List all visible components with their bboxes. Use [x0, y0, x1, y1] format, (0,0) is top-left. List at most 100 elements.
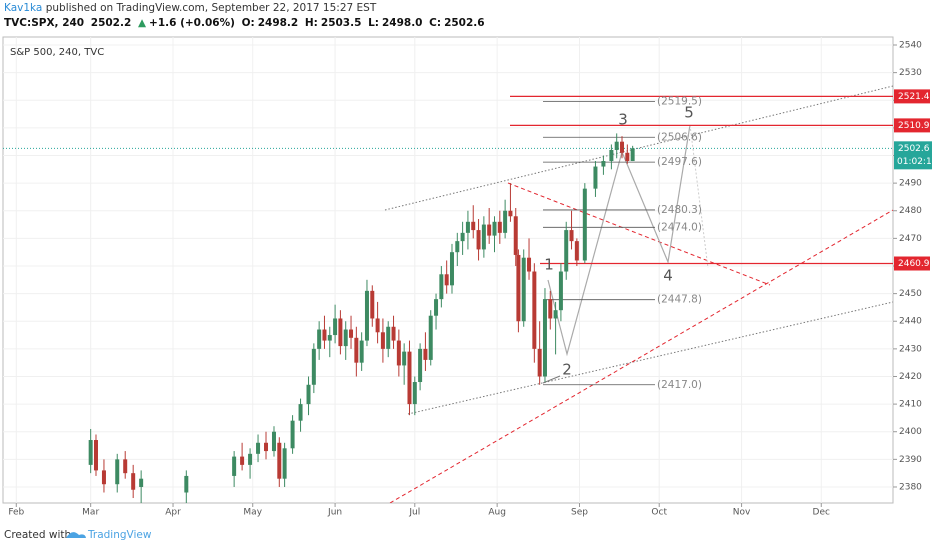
candle-body [614, 141, 619, 150]
fib-label: (2506.6) [657, 131, 702, 143]
candle-body [412, 382, 417, 405]
candle-body [232, 456, 237, 476]
candle-body [481, 224, 486, 250]
candle-body [248, 453, 253, 465]
candle-body [311, 348, 316, 385]
candle-body [290, 420, 295, 449]
ohlc-key: H: [304, 17, 318, 29]
candle-body [343, 329, 348, 347]
trend-line [389, 209, 893, 503]
candle-body [487, 224, 492, 236]
ohlc-key: O: [241, 17, 255, 29]
candle-body [184, 475, 189, 493]
candle-body [537, 348, 542, 377]
candle-body [542, 299, 547, 377]
candle-body [123, 459, 128, 474]
x-tick-label: May [243, 508, 262, 518]
y-tick-label: 2430 [899, 344, 922, 354]
x-tick-label: Sep [571, 508, 588, 518]
wave-path [689, 124, 709, 269]
x-tick-label: Aug [488, 508, 506, 518]
y-tick-label: 2400 [899, 427, 922, 437]
header-line: TVC:SPX, 240 2502.2 ▲ +1.6 (+0.06%) O: 249… [4, 17, 488, 29]
candle-body [625, 152, 630, 162]
logo [66, 532, 86, 538]
fib-label: (2417.0) [657, 379, 702, 391]
candle-body [521, 257, 526, 322]
candle-body [402, 351, 407, 366]
candle-body [449, 252, 454, 286]
candle-body [465, 221, 470, 233]
candle-body [558, 271, 563, 311]
x-tick-label: Nov [733, 508, 751, 518]
x-tick-label: Apr [165, 508, 181, 518]
fib-label: (2480.3) [657, 204, 702, 216]
y-tick-label: 2540 [899, 41, 922, 51]
price-tag-label: 2502.6 [898, 144, 930, 154]
candle-body [101, 470, 106, 485]
candle-body [338, 318, 343, 347]
fib-label: (2447.8) [657, 294, 702, 306]
legend: S&P 500, 240, TVC [10, 47, 104, 58]
y-tick-label: 2470 [899, 234, 922, 244]
candle-body [277, 442, 282, 479]
candle-body [630, 148, 635, 162]
candle-body [359, 340, 364, 363]
candle-body [271, 431, 276, 452]
candle-body [317, 329, 322, 349]
trend-line [542, 375, 561, 384]
ohlc-value: 2498.0 [381, 17, 423, 29]
x-tick-label: Jun [327, 508, 342, 518]
x-tick-label: Feb [8, 508, 24, 518]
level-tag [894, 89, 930, 104]
y-tick-label: 2490 [899, 179, 922, 189]
last: 2502.2 [90, 17, 132, 29]
candle-body [364, 290, 369, 341]
candle-body [564, 230, 569, 272]
level-tag [894, 118, 930, 133]
candle-body [574, 241, 579, 261]
candle-body [88, 440, 93, 465]
candle-body [455, 241, 460, 253]
candle-body [380, 332, 385, 349]
candle-body [115, 459, 120, 485]
fib-label: (2497.6) [657, 156, 702, 168]
x-tick-label: Jul [408, 508, 420, 518]
candle-body [593, 166, 598, 189]
wave-label: 3 [618, 111, 628, 129]
author: Kav1ka [4, 2, 43, 14]
candle-body [582, 188, 587, 261]
candle-body [256, 442, 261, 454]
candle-body [434, 299, 439, 316]
level-tag-label: 2460.9 [898, 259, 930, 269]
y-tick-label: 2420 [899, 372, 922, 382]
ohlc-value: 2502.6 [444, 17, 485, 29]
footer-text: Created with [4, 529, 71, 541]
plot-area [2, 36, 894, 504]
candle-body [428, 315, 433, 360]
candle-body [548, 299, 553, 319]
wave-label: 1 [544, 256, 554, 274]
candle-body [354, 337, 359, 363]
footer-brand: TradingView [87, 529, 152, 541]
x-tick-label: Oct [651, 508, 667, 518]
candle-body [131, 473, 136, 490]
candle-body [264, 442, 269, 452]
candle-body [93, 440, 98, 471]
wave-label: 2 [562, 361, 572, 379]
candle-body [396, 340, 401, 366]
candle-body [609, 149, 614, 162]
y-tick-label: 2440 [899, 317, 922, 327]
candle-body [386, 326, 391, 349]
candle-body [423, 348, 428, 360]
y-tick-label: 2450 [899, 289, 922, 299]
symbol: TVC:SPX, 240 [4, 17, 85, 29]
candle-body [327, 335, 332, 341]
candle-body [513, 216, 518, 255]
candle-body [240, 456, 245, 465]
candle-body [471, 221, 476, 231]
ohlc-value: 2503.5 [320, 17, 362, 29]
x-tick-label: Mar [82, 508, 99, 518]
candle-body [418, 348, 423, 383]
